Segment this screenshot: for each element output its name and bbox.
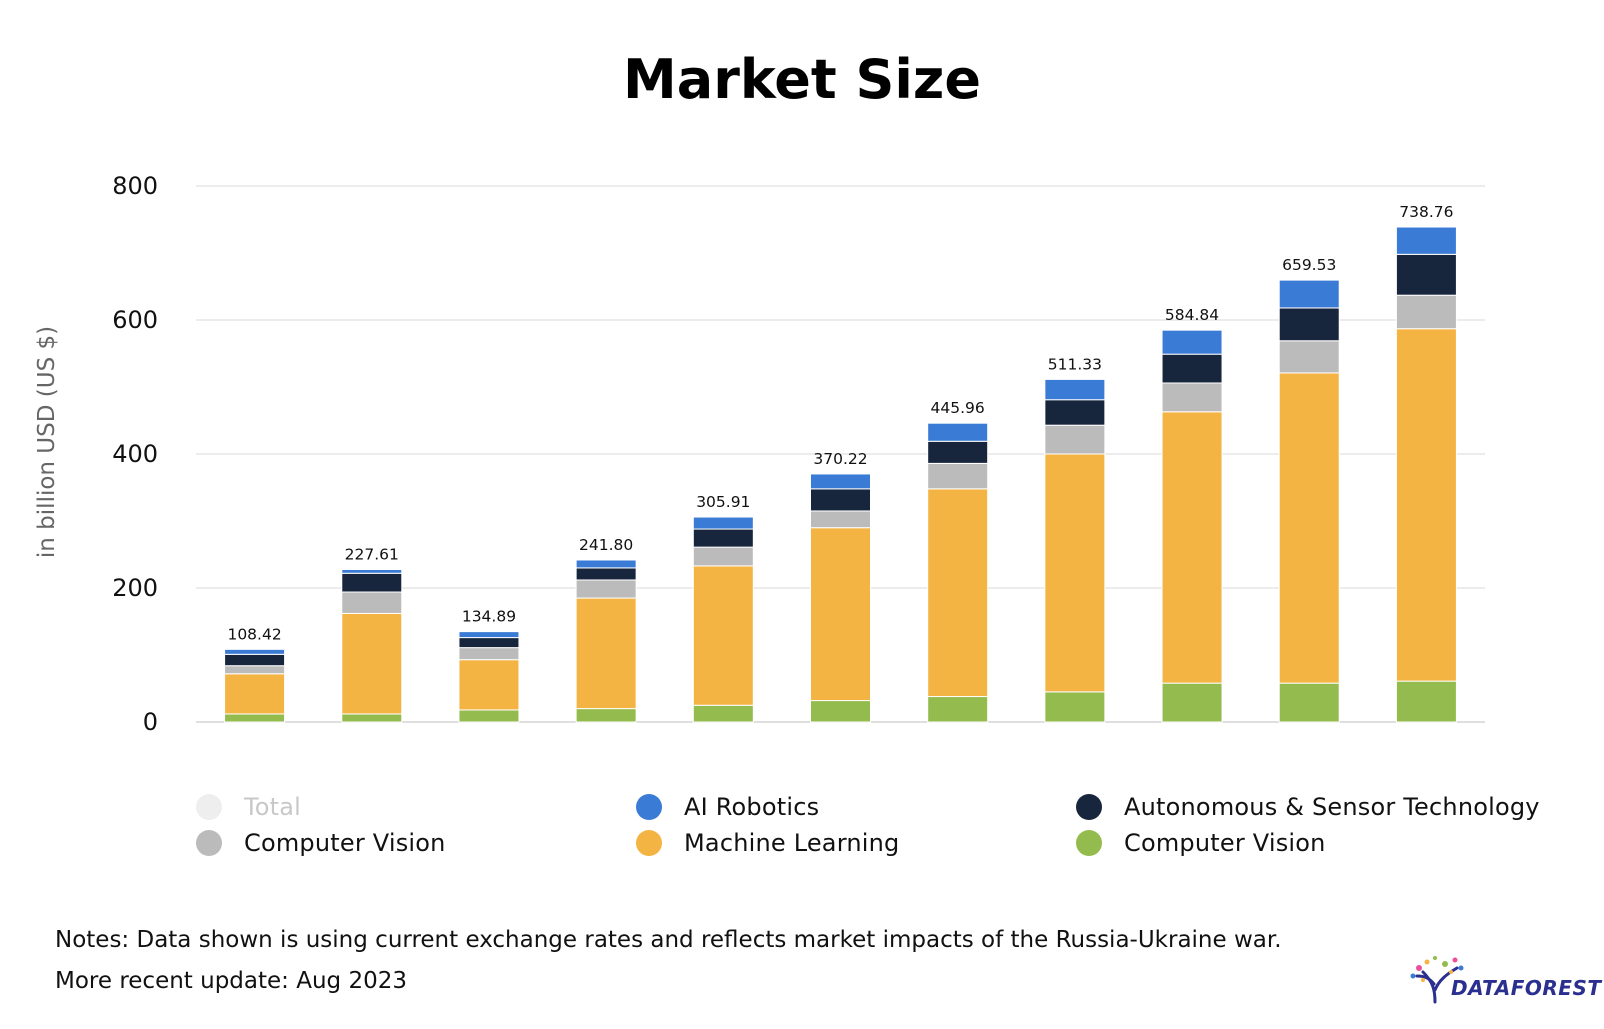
- bar-segment-4-6[interactable]: [927, 422, 989, 442]
- bar-segment-0-6[interactable]: [927, 696, 989, 723]
- bar-segment-2-0[interactable]: [224, 665, 286, 675]
- bar-segment-1-1[interactable]: [341, 612, 403, 715]
- bar-segment-4-8[interactable]: [1161, 329, 1223, 355]
- y-tick-label: 600: [112, 306, 158, 334]
- legend-swatch-ai-robotics: [636, 794, 662, 820]
- legend-swatch-total: [196, 794, 222, 820]
- bar-segment-4-7[interactable]: [1044, 378, 1106, 401]
- legend-label-total: Total: [244, 793, 302, 821]
- bar-segment-1-10[interactable]: [1395, 328, 1457, 682]
- bar-segment-1-7[interactable]: [1044, 453, 1106, 693]
- bar-segment-3-8[interactable]: [1161, 353, 1223, 384]
- bar-segment-1-6[interactable]: [927, 488, 989, 698]
- bar-segment-3-0[interactable]: [224, 653, 286, 667]
- bar-segment-0-10[interactable]: [1395, 680, 1457, 723]
- y-axis-label: in billion USD (US $): [34, 326, 60, 558]
- legend-item-ai-robotics[interactable]: AI Robotics: [636, 790, 819, 824]
- bar-segment-2-2[interactable]: [458, 647, 520, 661]
- bar-segment-3-7[interactable]: [1044, 399, 1106, 426]
- bar-segment-4-5[interactable]: [810, 473, 871, 490]
- legend-label-computer-vision-green: Computer Vision: [1124, 829, 1326, 857]
- bar-segment-2-6[interactable]: [927, 462, 989, 490]
- bar-segment-0-9[interactable]: [1278, 682, 1340, 723]
- bar-segment-4-3[interactable]: [575, 559, 637, 569]
- legend-label-computer-vision-grey: Computer Vision: [244, 829, 446, 857]
- total-data-label: 738.76: [1399, 203, 1453, 221]
- bar-segment-2-10[interactable]: [1395, 294, 1457, 330]
- bar-segment-0-1[interactable]: [341, 713, 403, 723]
- legend-label-autonomous-sensor: Autonomous & Sensor Technology: [1124, 793, 1540, 821]
- total-data-label: 134.89: [462, 608, 516, 626]
- total-data-label: 108.42: [227, 625, 281, 643]
- bar-segment-1-5[interactable]: [810, 527, 871, 702]
- bar-segment-2-3[interactable]: [575, 579, 637, 599]
- total-data-label: 227.61: [345, 546, 399, 564]
- bar-segment-1-2[interactable]: [458, 659, 520, 711]
- bar-segment-4-10[interactable]: [1395, 226, 1457, 255]
- legend-label-ai-robotics: AI Robotics: [684, 793, 820, 821]
- legend-item-total[interactable]: Total: [196, 790, 301, 824]
- bar-segment-3-9[interactable]: [1278, 307, 1340, 342]
- bar-segment-1-8[interactable]: [1161, 411, 1223, 684]
- bar-segment-3-4[interactable]: [692, 528, 754, 548]
- y-tick-label: 0: [143, 708, 158, 736]
- update-line: More recent update: Aug 2023: [55, 968, 407, 994]
- bar-segment-3-10[interactable]: [1395, 253, 1457, 296]
- bar-segment-0-2[interactable]: [458, 709, 520, 723]
- bar-segment-2-9[interactable]: [1278, 340, 1340, 374]
- bar-segment-3-6[interactable]: [927, 440, 989, 464]
- total-data-label: 584.84: [1165, 306, 1219, 324]
- bar-segment-4-2[interactable]: [458, 631, 520, 639]
- chart-title: Market Size: [623, 48, 981, 111]
- bar-segment-2-8[interactable]: [1161, 382, 1223, 413]
- bar-segment-1-0[interactable]: [224, 673, 286, 715]
- legend-swatch-computer-vision-green: [1076, 830, 1102, 856]
- bar-segment-2-4[interactable]: [692, 546, 754, 567]
- legend-item-autonomous-sensor[interactable]: Autonomous & Sensor Technology: [1076, 790, 1540, 824]
- bar-segment-1-9[interactable]: [1278, 372, 1340, 684]
- chart-legend: Total AI Robotics Autonomous & Sensor Te…: [196, 790, 1566, 870]
- y-tick-label: 800: [112, 172, 158, 200]
- total-data-label: 659.53: [1282, 256, 1336, 274]
- bar-segment-0-5[interactable]: [810, 700, 871, 723]
- total-data-label: 511.33: [1048, 355, 1102, 373]
- tree-logo-icon: [1410, 956, 1464, 1004]
- total-data-label: 241.80: [579, 536, 633, 554]
- legend-swatch-machine-learning: [636, 830, 662, 856]
- bar-segment-0-4[interactable]: [692, 704, 754, 723]
- legend-item-computer-vision-grey[interactable]: Computer Vision: [196, 826, 446, 860]
- chart-notes: Notes: Data shown is using current excha…: [55, 920, 1375, 1002]
- bar-segment-3-1[interactable]: [341, 572, 403, 593]
- y-tick-label: 200: [112, 574, 158, 602]
- bar-segment-0-7[interactable]: [1044, 691, 1106, 723]
- bar-segment-2-1[interactable]: [341, 591, 403, 614]
- market-size-chart: Market Size in billion USD (US $) 0 200 40…: [34, 48, 1485, 736]
- total-data-label: 305.91: [696, 493, 750, 511]
- y-tick-label: 400: [112, 440, 158, 468]
- total-data-label: 445.96: [931, 399, 985, 417]
- notes-line: Notes: Data shown is using current excha…: [55, 927, 1282, 953]
- dataforest-logo: DATAFOREST: [1405, 950, 1601, 1012]
- legend-label-machine-learning: Machine Learning: [684, 829, 900, 857]
- bar-segment-0-0[interactable]: [224, 713, 286, 723]
- legend-item-computer-vision-green[interactable]: Computer Vision: [1076, 826, 1326, 860]
- bar-segment-3-3[interactable]: [575, 567, 637, 581]
- bar-segment-0-8[interactable]: [1161, 682, 1223, 723]
- bar-segment-3-5[interactable]: [810, 488, 871, 512]
- legend-swatch-computer-vision-grey: [196, 830, 222, 856]
- legend-item-machine-learning[interactable]: Machine Learning: [636, 826, 900, 860]
- bar-segment-4-9[interactable]: [1278, 279, 1340, 309]
- bar-segment-4-1[interactable]: [341, 569, 403, 574]
- bar-segment-1-3[interactable]: [575, 597, 637, 710]
- bar-segment-0-3[interactable]: [575, 708, 637, 723]
- logo-text: DATAFOREST: [1451, 976, 1602, 1000]
- total-data-label: 370.22: [813, 450, 867, 468]
- bar-segment-4-0[interactable]: [224, 648, 286, 655]
- bar-segment-4-4[interactable]: [692, 516, 754, 530]
- legend-swatch-autonomous-sensor: [1076, 794, 1102, 820]
- bar-segment-2-7[interactable]: [1044, 424, 1106, 455]
- bar-segment-3-2[interactable]: [458, 637, 520, 649]
- bar-segment-2-5[interactable]: [810, 510, 871, 529]
- bar-segment-1-4[interactable]: [692, 565, 754, 706]
